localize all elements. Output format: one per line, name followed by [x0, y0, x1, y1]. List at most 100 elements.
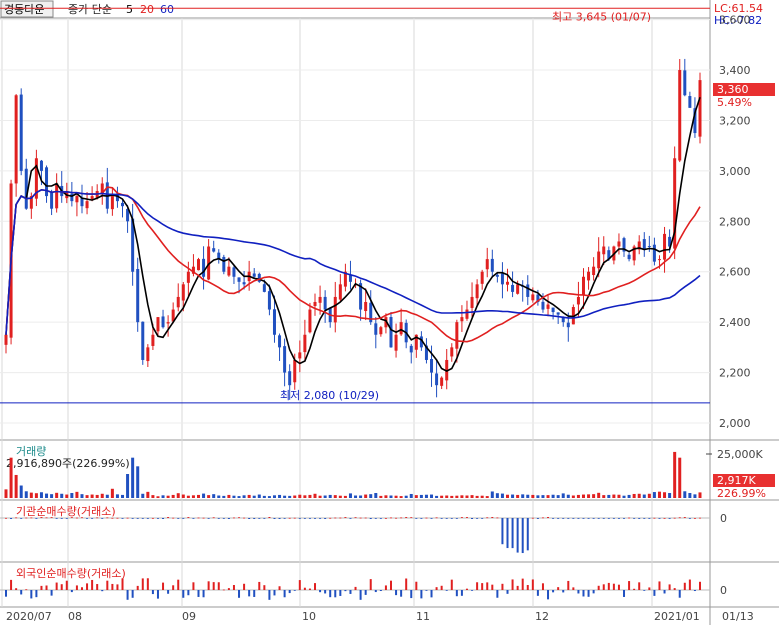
volume-bar: [19, 485, 23, 498]
volume-bar: [186, 495, 190, 498]
volume-bar: [409, 493, 413, 498]
foreign-bar: [531, 579, 534, 590]
foreign-bar: [359, 590, 362, 600]
volume-bar: [698, 492, 702, 498]
candle: [166, 315, 170, 337]
institution-bar: [86, 518, 89, 519]
volume-bar: [338, 495, 342, 498]
volume-bar: [617, 494, 621, 498]
institution-bar: [162, 518, 165, 519]
volume-bar: [587, 494, 591, 498]
volume-bar: [29, 492, 33, 498]
foreign-bar: [45, 585, 48, 590]
candle: [136, 257, 140, 332]
candle: [267, 284, 271, 316]
foreign-bar: [420, 590, 423, 599]
candle: [343, 263, 347, 292]
volume-bar: [151, 495, 155, 498]
foreign-bar: [70, 590, 73, 593]
foreign-bar: [405, 578, 408, 590]
candle: [303, 319, 307, 362]
institution-bar: [293, 517, 296, 519]
volume-bar: [242, 495, 246, 498]
foreign-bar: [491, 584, 494, 590]
volume-bar: [171, 494, 175, 498]
institution-bar: [111, 517, 114, 519]
volume-bar: [480, 495, 484, 498]
foreign-bar: [116, 584, 119, 590]
foreign-bar: [389, 580, 392, 590]
institution-bar: [633, 518, 636, 519]
institution-bar: [40, 517, 43, 518]
price-tick-label: 2,200: [719, 367, 751, 380]
foreign-bar: [197, 590, 200, 597]
foreign-bar: [658, 581, 661, 590]
institution-bar: [389, 517, 392, 519]
volume-bar: [283, 495, 287, 498]
volume-bar: [166, 495, 170, 498]
foreign-bar: [141, 578, 144, 590]
candle: [80, 184, 84, 214]
volume-bar: [308, 494, 312, 498]
institution-bar: [273, 518, 276, 519]
volume-bar: [424, 494, 428, 498]
foreign-bar: [308, 588, 311, 590]
volume-bar: [592, 494, 596, 498]
candle: [75, 194, 79, 217]
candle: [495, 272, 499, 283]
volume-bar: [364, 494, 368, 498]
volume-bar: [374, 493, 378, 498]
volume-bar: [65, 494, 69, 498]
institution-bar: [455, 518, 458, 519]
volume-bar: [495, 493, 499, 498]
foreign-bar: [471, 590, 474, 591]
foreign-bar: [101, 590, 104, 592]
volume-bar: [632, 493, 636, 498]
candle: [55, 173, 59, 213]
institution-bar: [567, 518, 570, 519]
volume-bar: [465, 495, 469, 498]
foreign-bar: [648, 587, 651, 590]
volume-bar: [384, 495, 388, 498]
ma5-period: 5: [126, 3, 133, 16]
volume-bars: [4, 451, 712, 498]
volume-bar: [536, 495, 540, 498]
volume-bar: [581, 494, 585, 498]
institution-bar: [172, 517, 175, 519]
volume-bar: [551, 494, 555, 498]
foreign-bar: [217, 582, 220, 590]
foreign-bar: [131, 590, 134, 598]
foreign-bar: [329, 590, 332, 598]
volume-bar: [652, 492, 656, 498]
candle: [637, 235, 641, 255]
volume-bar: [75, 491, 79, 498]
institution-bar: [531, 517, 534, 519]
institution-axis-zero: 0: [720, 512, 727, 525]
institution-bar: [552, 518, 555, 519]
foreign-bar: [314, 583, 317, 590]
foreign-bar: [75, 585, 78, 590]
volume-bar: [394, 495, 398, 498]
candle: [313, 293, 317, 316]
candle: [374, 317, 378, 349]
institution-bar: [141, 518, 144, 519]
volume-bar: [262, 495, 266, 498]
volume-bar: [541, 495, 545, 498]
institution-bar: [501, 518, 504, 545]
institution-bar: [445, 518, 448, 519]
foreign-bar: [288, 590, 291, 594]
candle: [450, 343, 454, 362]
institution-bar: [415, 518, 418, 519]
ma-label: 종가 단순: [68, 3, 112, 16]
foreign-bar: [638, 582, 641, 590]
volume-bar: [328, 494, 332, 498]
foreign-bar: [182, 590, 185, 598]
volume-bar: [237, 496, 241, 498]
volume-bar: [252, 495, 256, 498]
stock-select-button[interactable]: [0, 0, 54, 18]
volume-bar: [612, 494, 616, 498]
volume-bar: [475, 495, 479, 498]
volume-bar: [445, 495, 449, 498]
volume-bar: [110, 488, 114, 498]
institution-bar: [156, 518, 159, 519]
